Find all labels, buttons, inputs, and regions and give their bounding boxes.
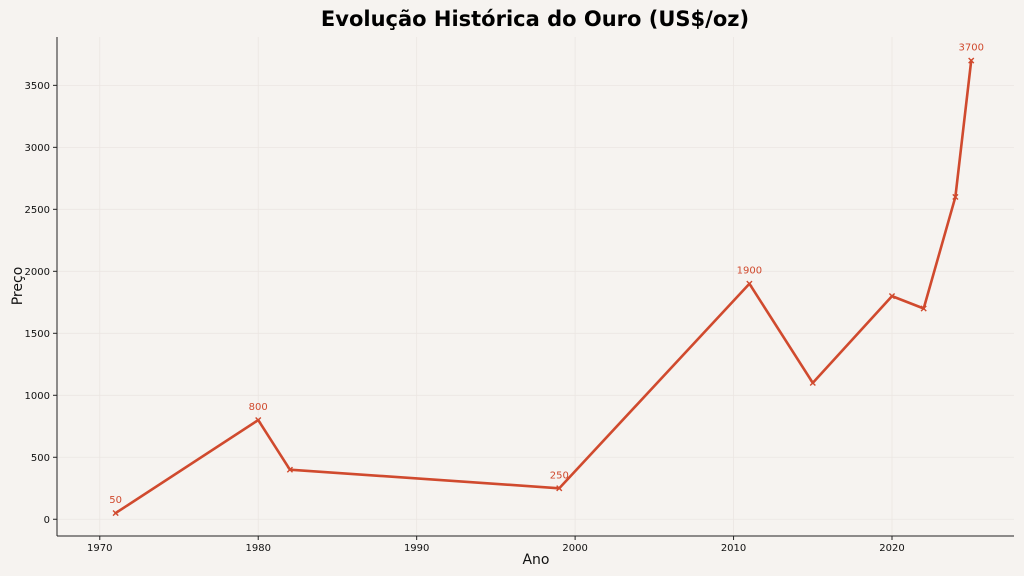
chart-title: Evolução Histórica do Ouro (US$/oz) xyxy=(321,7,749,31)
data-point-marker xyxy=(920,305,927,312)
y-axis-ticks: 0 500 1000 1500 2000 2500 3000 3500 xyxy=(25,81,57,526)
data-point-marker xyxy=(968,57,975,64)
annotations-group: 50 800 250 1900 3700 xyxy=(109,43,984,507)
data-point-marker xyxy=(809,379,816,386)
data-point-marker xyxy=(556,485,563,492)
y-tick-label: 3500 xyxy=(25,81,50,92)
x-tick-label: 1990 xyxy=(404,543,429,554)
y-tick-label: 2000 xyxy=(25,267,50,278)
data-point-marker xyxy=(888,293,896,300)
data-point-marker xyxy=(255,416,262,424)
data-label: 800 xyxy=(249,402,268,413)
x-axis-label: Ano xyxy=(522,552,549,568)
data-label: 1900 xyxy=(737,266,762,277)
data-label: 3700 xyxy=(958,43,983,54)
y-axis-label: Preço xyxy=(10,267,26,306)
data-label: 50 xyxy=(109,495,122,506)
x-tick-label: 1970 xyxy=(87,543,112,554)
series-group xyxy=(114,59,973,515)
series-line xyxy=(114,59,973,515)
data-point-marker xyxy=(286,466,294,473)
x-tick-label: 2000 xyxy=(562,543,587,554)
y-tick-label: 3000 xyxy=(25,143,50,154)
axes xyxy=(56,37,1014,537)
markers-group xyxy=(112,57,975,517)
y-tick-label: 1000 xyxy=(25,391,50,402)
y-tick-label: 0 xyxy=(44,515,50,526)
grid xyxy=(57,37,1014,536)
data-point-marker xyxy=(746,280,753,287)
y-tick-label: 2500 xyxy=(25,205,50,216)
x-axis-ticks: 1970 1980 1990 2000 2010 2020 xyxy=(87,536,905,554)
data-label: 250 xyxy=(550,470,569,481)
data-point-marker xyxy=(952,193,959,201)
x-tick-label: 2010 xyxy=(721,543,746,554)
x-tick-label: 2020 xyxy=(879,543,904,554)
y-tick-label: 1500 xyxy=(25,329,50,340)
data-point-marker xyxy=(112,509,119,517)
y-tick-label: 500 xyxy=(31,453,50,464)
x-tick-label: 1980 xyxy=(245,543,270,554)
